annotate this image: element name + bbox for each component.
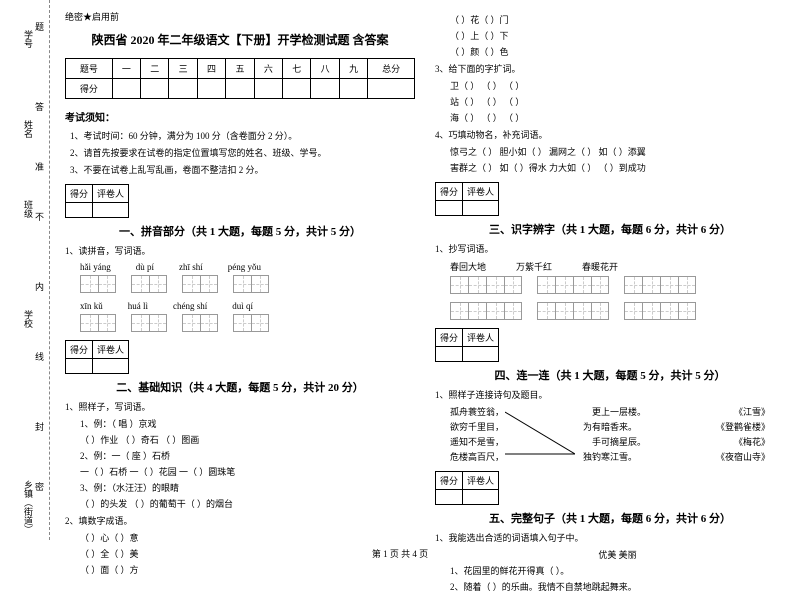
q2-2-text: 2、填数字成语。 bbox=[65, 514, 415, 527]
section-3-title: 三、识字辨字（共 1 大题，每题 6 分，共计 6 分） bbox=[435, 221, 785, 237]
score-table: 题号 一 二 三 四 五 六 七 八 九 总分 得分 bbox=[65, 58, 415, 99]
copy-grids-row bbox=[435, 302, 785, 320]
left-column: 绝密★启用前 陕西省 2020 年二年级语文【下册】开学检测试题 含答案 题号 … bbox=[65, 10, 415, 530]
mini-score-table: 得分评卷人 bbox=[435, 328, 499, 362]
q4-text: 4、巧填动物名，补充词语。 bbox=[435, 128, 785, 141]
q3-text: 3、给下面的字扩词。 bbox=[435, 62, 785, 75]
margin-label-4: 乡镇（街道） bbox=[22, 480, 35, 534]
q2-1-text: 1、照样子，写词语。 bbox=[65, 400, 415, 413]
notice-title: 考试须知： bbox=[65, 109, 415, 124]
score-header-row: 题号 一 二 三 四 五 六 七 八 九 总分 bbox=[66, 59, 415, 79]
margin-label-2: 班级 bbox=[22, 200, 35, 218]
q1-text: 1、读拼音，写词语。 bbox=[65, 244, 415, 257]
notice-item: 1、考试时间：60 分钟，满分为 100 分（含卷面分 2 分）。 bbox=[65, 129, 415, 142]
copy-grids-row bbox=[435, 276, 785, 294]
mini-score-table: 得分评卷人 bbox=[435, 471, 499, 505]
mini-score-table: 得分评卷人 bbox=[65, 340, 129, 374]
section-1-title: 一、拼音部分（共 1 大题，每题 5 分，共计 5 分） bbox=[65, 223, 415, 239]
notice-item: 3、不要在试卷上乱写乱画，卷面不整洁扣 2 分。 bbox=[65, 163, 415, 176]
copy-words-row: 春回大地 万紫千红 春暖花开 bbox=[450, 260, 785, 273]
match-container: 孤舟蓑笠翁，更上一层楼。《江雪》 欲穷千里目，为有暗香来。《登鹳雀楼》 遥知不是… bbox=[435, 405, 785, 463]
margin-label-0: 学号 bbox=[22, 30, 35, 48]
margin-label-1: 姓名 bbox=[22, 120, 35, 138]
tian-grid-row bbox=[65, 275, 415, 293]
mini-score-table: 得分评卷人 bbox=[65, 184, 129, 218]
margin-label-3: 学校 bbox=[22, 310, 35, 328]
pinyin-row-2: xīn kǔ huá lì chéng shí duì qí bbox=[80, 301, 415, 311]
section-4-title: 四、连一连（共 1 大题，每题 5 分，共计 5 分） bbox=[435, 367, 785, 383]
section-5-title: 五、完整句子（共 1 大题，每题 6 分，共计 6 分） bbox=[435, 510, 785, 526]
exam-title: 陕西省 2020 年二年级语文【下册】开学检测试题 含答案 bbox=[65, 31, 415, 48]
match-lines-icon bbox=[505, 405, 575, 461]
confidential-label: 绝密★启用前 bbox=[65, 10, 415, 23]
q3-1-text: 1、抄写词语。 bbox=[435, 242, 785, 255]
right-column: （ ）花（ ）门 （ ）上（ ）下 （ ）颜（ ）色 3、给下面的字扩词。 卫（… bbox=[435, 10, 785, 530]
section-2-title: 二、基础知识（共 4 大题，每题 5 分，共计 20 分） bbox=[65, 379, 415, 395]
mini-score-table: 得分评卷人 bbox=[435, 182, 499, 216]
binding-margin: 学号 姓名 班级 学校 乡镇（街道） 题 答 准 不 内 线 封 密 bbox=[0, 0, 50, 540]
page-container: 学号 姓名 班级 学校 乡镇（街道） 题 答 准 不 内 线 封 密 绝密★启用… bbox=[0, 0, 800, 540]
tian-grid-row bbox=[65, 314, 415, 332]
pinyin-row-1: hǎi yáng dù pí zhī shí péng yǒu bbox=[80, 262, 415, 272]
q5-1-text: 1、我能选出合适的词语填入句子中。 bbox=[435, 531, 785, 544]
notice-item: 2、请首先按要求在试卷的指定位置填写您的姓名、班级、学号。 bbox=[65, 146, 415, 159]
q4-1-text: 1、照样子连接诗句及题目。 bbox=[435, 388, 785, 401]
content-area: 绝密★启用前 陕西省 2020 年二年级语文【下册】开学检测试题 含答案 题号 … bbox=[50, 0, 800, 540]
page-footer: 第 1 页 共 4 页 bbox=[0, 547, 800, 560]
score-value-row: 得分 bbox=[66, 79, 415, 99]
